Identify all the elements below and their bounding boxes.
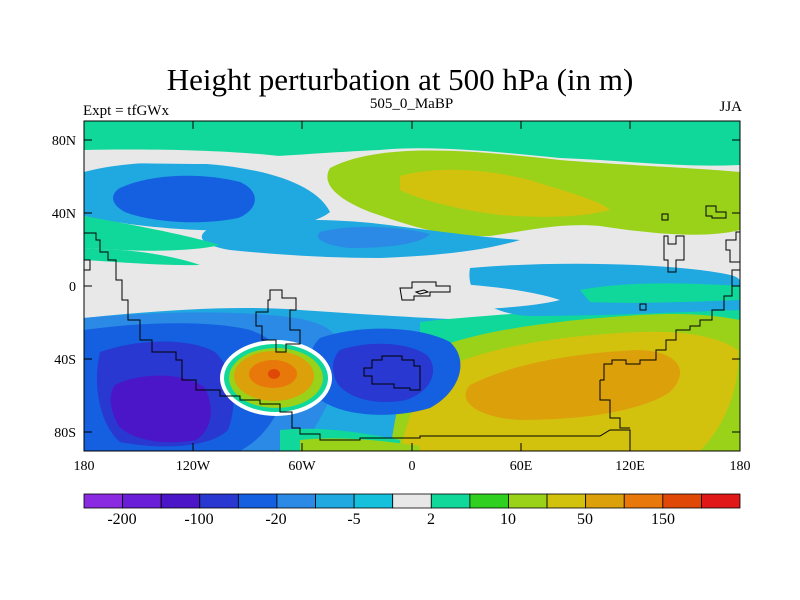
region-atl-blue	[318, 226, 430, 248]
contour-field	[84, 121, 740, 451]
colorbar-label-neg20: -20	[265, 511, 286, 528]
case-label: 505_0_MaBP	[369, 96, 454, 112]
colorbar-label-neg5: -5	[347, 511, 360, 528]
coastlines	[84, 205, 740, 451]
colorbar-swatch	[122, 493, 162, 509]
region-npac-deepblue	[113, 175, 255, 223]
colorbar-swatch	[623, 493, 664, 509]
y-tick-label-40n: 40N	[52, 207, 76, 222]
season-label: JJA	[719, 99, 742, 115]
colorbar-swatch	[546, 493, 587, 509]
white-gap-atl	[540, 231, 700, 253]
colorbar-swatch	[508, 493, 548, 509]
colorbar-swatch	[701, 493, 741, 509]
colorbar-swatch	[315, 493, 355, 509]
white-gap-eq	[200, 268, 560, 310]
colorbar-swatch	[237, 493, 278, 509]
colorbar-swatch	[160, 493, 201, 509]
y-tick-label-0: 0	[69, 280, 76, 295]
x-tick-label-60w: 60W	[288, 459, 316, 474]
colorbar-label-50: 50	[577, 511, 593, 528]
x-tick-label-60e: 60E	[510, 459, 533, 474]
colorbar-label-neg100: -100	[184, 511, 213, 528]
white-gap-north	[84, 149, 310, 165]
colorbar-label-neg200: -200	[107, 511, 136, 528]
x-tick-label-120w: 120W	[176, 459, 211, 474]
region-spac-violet	[110, 375, 211, 443]
colorbar-label-2: 2	[427, 511, 435, 528]
y-axis	[84, 139, 740, 433]
y-tick-label-40s: 40S	[54, 353, 76, 368]
experiment-label: Expt = tfGWx	[83, 103, 169, 119]
region-south-darkorange	[465, 350, 680, 420]
colorbar-label-150: 150	[651, 511, 675, 528]
colorbar-swatch	[392, 493, 432, 509]
region-eq-green-west	[84, 248, 200, 266]
colorbar-swatch	[199, 493, 239, 509]
colorbar-swatch	[353, 493, 394, 509]
y-tick-label-80s: 80S	[54, 426, 76, 441]
x-tick-label-120e: 120E	[615, 459, 645, 474]
colorbar-swatch	[662, 493, 702, 509]
region-eurasia-orange	[400, 169, 610, 217]
region-satl-darkblue	[332, 343, 434, 403]
plot-title: Height perturbation at 500 hPa (in m)	[166, 62, 634, 97]
x-tick-label-0: 0	[409, 459, 416, 474]
colorbar-swatch	[276, 493, 316, 509]
colorbar-label-10: 10	[500, 511, 516, 528]
colorbar-swatch	[83, 493, 123, 509]
colorbar-swatch	[430, 493, 471, 509]
colorbar	[83, 493, 741, 509]
y-tick-label-80n: 80N	[52, 134, 76, 149]
x-tick-label-180w: 180	[74, 459, 95, 474]
colorbar-swatch	[469, 493, 509, 509]
region-npac-green-band	[84, 216, 220, 251]
colorbar-swatch	[585, 493, 625, 509]
x-axis	[83, 121, 741, 451]
region-eq-green-east	[580, 283, 740, 303]
x-tick-label-180e: 180	[730, 459, 751, 474]
high-red	[268, 369, 280, 379]
region-antarctic-yellow	[300, 438, 420, 451]
